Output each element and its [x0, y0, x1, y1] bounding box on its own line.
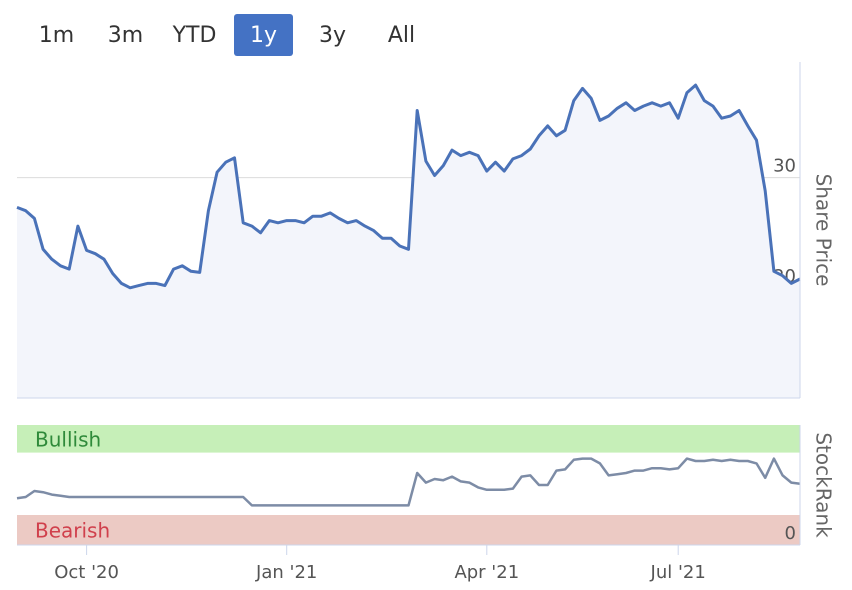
- band: [17, 425, 800, 453]
- x-tick-label: Jan '21: [255, 562, 317, 583]
- band: [17, 515, 800, 545]
- y-tick-label: 0: [785, 523, 796, 544]
- range-button[interactable]: 1m: [22, 14, 91, 56]
- band-label: Bullish: [35, 427, 101, 451]
- band-label: Bearish: [35, 519, 110, 543]
- line: [16, 83, 801, 290]
- area: [17, 85, 800, 398]
- range-button[interactable]: All: [367, 14, 436, 56]
- x-tick-label: Oct '20: [54, 562, 119, 583]
- line: [16, 457, 801, 507]
- range-button[interactable]: 3m: [91, 14, 160, 56]
- range-selector: 1m 3m YTD 1y 3y All: [22, 14, 436, 56]
- y-axis-title: Share Price: [812, 174, 836, 287]
- range-button[interactable]: 1y: [234, 14, 293, 56]
- x-tick-label: Apr '21: [454, 562, 519, 583]
- range-button[interactable]: YTD: [160, 14, 229, 56]
- range-button[interactable]: 3y: [298, 14, 367, 56]
- y-axis-title: StockRank: [812, 432, 836, 538]
- x-tick-label: Jul '21: [650, 562, 706, 583]
- y-tick-label: 30: [773, 156, 796, 177]
